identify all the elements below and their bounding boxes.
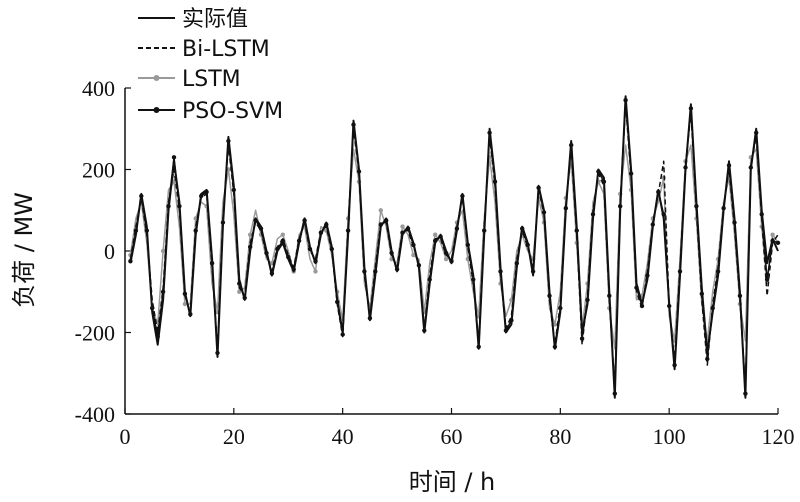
legend-item: PSO-SVM — [138, 99, 283, 124]
x-axis-label: 时间 / h — [409, 468, 496, 496]
y-tick-label: 400 — [82, 76, 115, 101]
data-point — [552, 322, 558, 327]
legend-label: PSO-SVM — [182, 99, 283, 124]
data-point — [411, 252, 416, 258]
data-point — [248, 232, 253, 237]
legend-label: Bi-LSTM — [182, 37, 270, 62]
y-tick-label: 200 — [82, 158, 115, 183]
data-point — [770, 232, 775, 237]
x-tick-label: 20 — [223, 424, 245, 449]
legend-label: LSTM — [182, 67, 241, 92]
x-tick-label: 60 — [441, 424, 463, 449]
x-tick-label: 80 — [549, 424, 571, 449]
x-tick-label: 0 — [120, 424, 131, 449]
data-point — [378, 208, 383, 213]
data-point — [313, 269, 318, 274]
legend-item: 实际值 — [138, 7, 248, 32]
data-point — [171, 155, 177, 160]
y-axis-label: 负荷 / MW — [10, 192, 38, 308]
data-point — [182, 301, 188, 307]
data-point — [280, 232, 285, 237]
legend-marker — [153, 107, 160, 113]
x-tick-label: 100 — [653, 424, 686, 449]
series-line — [129, 95, 779, 399]
data-point — [340, 332, 345, 337]
data-point — [764, 277, 770, 282]
x-tick-label: 120 — [762, 424, 795, 449]
data-point — [579, 336, 585, 341]
x-tick-label: 40 — [332, 424, 354, 449]
y-tick-label: -400 — [75, 402, 115, 427]
data-point — [280, 238, 285, 243]
legend-item: Bi-LSTM — [138, 37, 270, 62]
legend: 实际值 Bi-LSTM LSTM PSO-SVM — [138, 7, 283, 124]
data-point — [775, 240, 781, 245]
y-tick-label: 0 — [104, 239, 115, 264]
data-point — [443, 256, 449, 262]
data-point — [639, 303, 645, 309]
y-tick-label: -200 — [75, 321, 115, 346]
axes: -400 -200 0 200 400 0 20 40 60 80 100 120 — [75, 76, 795, 449]
data-point — [160, 248, 166, 254]
legend-marker — [153, 75, 160, 81]
data-point — [433, 232, 438, 237]
legend-label: 实际值 — [182, 7, 248, 32]
legend-item: LSTM — [138, 67, 241, 92]
series-0 — [129, 95, 779, 399]
data-point — [705, 356, 710, 362]
series-layer — [128, 95, 781, 399]
data-point — [400, 224, 405, 229]
